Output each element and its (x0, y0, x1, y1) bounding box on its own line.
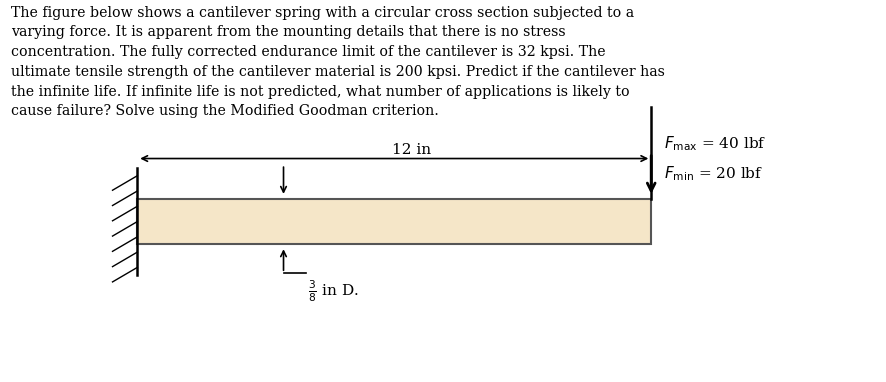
Text: $F_{\rm max}$ = 40 lbf: $F_{\rm max}$ = 40 lbf (664, 134, 767, 152)
Text: 12 in: 12 in (392, 142, 431, 157)
Text: The figure below shows a cantilever spring with a circular cross section subject: The figure below shows a cantilever spri… (11, 6, 664, 118)
Text: $\frac{3}{8}$ in D.: $\frac{3}{8}$ in D. (308, 279, 359, 304)
Bar (137, 199, 651, 244)
Text: $F_{\rm min}$ = 20 lbf: $F_{\rm min}$ = 20 lbf (664, 165, 764, 183)
